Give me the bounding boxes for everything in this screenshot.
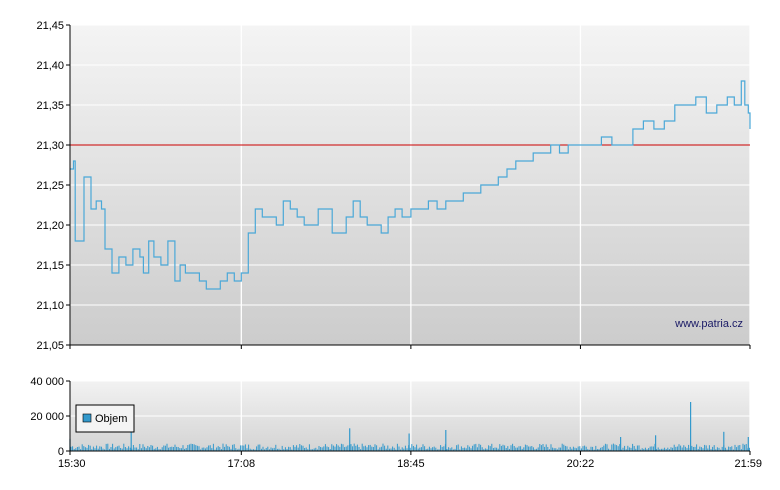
price-series-line [70, 80, 751, 290]
legend-label: Objem [95, 413, 127, 425]
volume-x-axis: 15:30 17:08 18:45 20:22 21:59 [58, 451, 762, 470]
price-y-tick-label: 21,35 [36, 100, 64, 112]
volume-y-tick-label: 20 000 [30, 411, 64, 423]
watermark: www.patria.cz [674, 318, 743, 330]
volume-y-tick-label: 0 [58, 446, 64, 458]
price-y-tick-label: 21,30 [36, 140, 64, 152]
price-y-tick-label: 21,10 [36, 300, 64, 312]
price-y-tick-label: 21,45 [36, 20, 64, 32]
x-tick-label: 20:22 [567, 458, 595, 470]
price-y-tick-label: 21,25 [36, 180, 64, 192]
x-tick-label: 17:08 [228, 458, 256, 470]
price-y-tick-label: 21,05 [36, 340, 64, 352]
volume-legend: Objem [75, 404, 135, 433]
volume-y-axis: 0 20 000 40 000 [30, 376, 70, 458]
price-y-tick-label: 21,40 [36, 60, 64, 72]
x-tick-label: 21:59 [734, 458, 762, 470]
price-x-axis [69, 345, 751, 349]
price-y-axis: 21,05 21,10 21,15 21,20 21,25 21,30 21,35 21,40… [36, 20, 70, 352]
volume-y-tick-label: 40 000 [30, 376, 64, 388]
legend-swatch [82, 413, 92, 423]
x-tick-label: 15:30 [58, 458, 86, 470]
price-y-tick-label: 21,20 [36, 220, 64, 232]
price-y-tick-label: 21,15 [36, 260, 64, 272]
x-tick-label: 18:45 [397, 458, 425, 470]
price-panel: 21,05 21,10 21,15 21,20 21,25 21,30 21,35 21,40… [36, 20, 751, 352]
